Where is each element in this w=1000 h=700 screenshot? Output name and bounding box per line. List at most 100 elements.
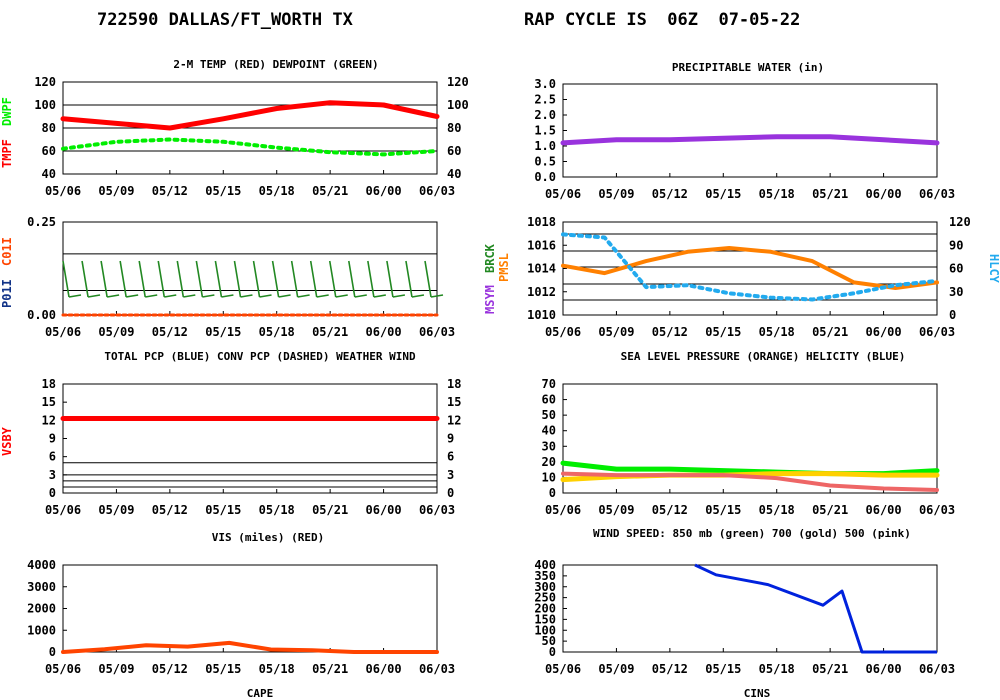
cins-xtick-label: 05/12 bbox=[652, 662, 688, 676]
wind-barb-flag bbox=[126, 294, 139, 298]
c01i-label: C01I bbox=[0, 237, 14, 266]
cape-xtick-label: 05/18 bbox=[259, 662, 295, 676]
cins-ytick-label: 350 bbox=[534, 569, 556, 583]
temp-xtick-label: 05/21 bbox=[312, 184, 348, 198]
precip-xtick-label: 06/03 bbox=[419, 325, 455, 339]
vsby-ytick-right-label: 0 bbox=[447, 486, 454, 500]
temp-ytick-right-label: 100 bbox=[447, 98, 469, 112]
wind-barb bbox=[62, 260, 82, 298]
cape-ytick-label: 1000 bbox=[27, 623, 56, 637]
wind-barb bbox=[214, 260, 234, 298]
vsby-xtick-label: 05/09 bbox=[98, 503, 134, 517]
pw-xtick-label: 06/00 bbox=[866, 187, 902, 201]
wind-barb bbox=[81, 260, 101, 298]
wind-barb-staff bbox=[81, 260, 89, 298]
dwpf-line bbox=[61, 137, 439, 157]
wind-barb-staff bbox=[233, 260, 242, 298]
wind-barb-flag bbox=[411, 294, 425, 298]
wind-barb-staff bbox=[328, 260, 337, 298]
vsby-ytick-label: 15 bbox=[42, 395, 56, 409]
wind-barb bbox=[233, 260, 253, 298]
cape-xtick-label: 06/00 bbox=[366, 662, 402, 676]
wind-barb-staff bbox=[290, 260, 299, 298]
temp-ytick-label: 60 bbox=[42, 144, 56, 158]
hlcy-line bbox=[561, 232, 939, 302]
vsby-label: VSBY bbox=[0, 426, 14, 456]
wind-ytick-label: 40 bbox=[542, 424, 556, 438]
slp-xtick-label: 05/09 bbox=[598, 325, 634, 339]
wind-barb bbox=[157, 260, 177, 298]
vsby-ytick-right-label: 3 bbox=[447, 468, 454, 482]
pw-xtick-label: 05/15 bbox=[705, 187, 741, 201]
slp-xtick-label: 05/18 bbox=[759, 325, 795, 339]
wind-xtick-label: 05/06 bbox=[545, 503, 581, 517]
slp-xtick-label: 05/21 bbox=[812, 325, 848, 339]
vsby-ytick-right-label: 12 bbox=[447, 413, 461, 427]
vsby-xtick-label: 05/15 bbox=[205, 503, 241, 517]
pw-ytick-label: 2.0 bbox=[534, 108, 556, 122]
cape-ytick-label: 3000 bbox=[27, 580, 56, 594]
wind-barb-flag bbox=[145, 294, 158, 298]
temp-ytick-label: 80 bbox=[42, 121, 56, 135]
wind-barb-flag bbox=[68, 294, 82, 298]
slp-ytick-label: 1014 bbox=[527, 262, 556, 276]
p01i-label: P01I bbox=[0, 279, 14, 308]
temp-xtick-label: 06/03 bbox=[419, 184, 455, 198]
wind-barb-flag bbox=[373, 294, 386, 298]
temp-xtick-label: 05/12 bbox=[152, 184, 188, 198]
cins-xtick-label: 05/09 bbox=[598, 662, 634, 676]
temp-xtick-label: 05/06 bbox=[45, 184, 81, 198]
pw-ytick-label: 0.5 bbox=[534, 155, 556, 169]
slp-ytick-right-label: 90 bbox=[949, 238, 963, 252]
cins-ytick-label: 250 bbox=[534, 591, 556, 605]
precip-ytick-label: 0.00 bbox=[27, 308, 56, 322]
vsby-ytick-right-label: 18 bbox=[447, 377, 461, 391]
msym-label: MSYM bbox=[483, 285, 497, 314]
wind-xtick-label: 05/21 bbox=[812, 503, 848, 517]
vsby-ytick-right-label: 9 bbox=[447, 432, 454, 446]
cins-xtick-label: 05/18 bbox=[759, 662, 795, 676]
wind-xtick-label: 05/09 bbox=[598, 503, 634, 517]
vsby-xtick-label: 06/03 bbox=[419, 503, 455, 517]
cins-xtick-label: 05/21 bbox=[812, 662, 848, 676]
cape-ytick-label: 0 bbox=[49, 645, 56, 659]
wind-barb bbox=[348, 260, 367, 298]
wind-ytick-label: 30 bbox=[542, 439, 556, 453]
wind-barb-flag bbox=[354, 294, 367, 298]
wind-frame bbox=[562, 383, 938, 494]
precip-ylabels: P01I C01I bbox=[0, 237, 14, 308]
wind-barb-staff bbox=[119, 260, 127, 298]
wind-barb bbox=[176, 260, 196, 298]
pw-xtick-label: 05/21 bbox=[812, 187, 848, 201]
cins-ytick-label: 200 bbox=[534, 602, 556, 616]
temp-ytick-right-label: 120 bbox=[447, 75, 469, 89]
wind-barb bbox=[290, 260, 310, 298]
wind-ytick-label: 60 bbox=[542, 393, 556, 407]
precip-xtick-label: 05/21 bbox=[312, 325, 348, 339]
pw-ytick-label: 2.5 bbox=[534, 93, 556, 107]
vsby-ytick-right-label: 6 bbox=[447, 450, 454, 464]
pw-ytick-label: 1.0 bbox=[534, 139, 556, 153]
wind-barb-staff bbox=[367, 260, 375, 298]
wind-barb bbox=[405, 260, 425, 298]
pw-xtick-label: 05/12 bbox=[652, 187, 688, 201]
wind-barb-staff bbox=[62, 260, 70, 298]
precip-xtick-label: 05/06 bbox=[45, 325, 81, 339]
wind-barb-staff bbox=[195, 260, 204, 298]
slp-ylabels-b: PMSL bbox=[497, 253, 511, 282]
wind-barb bbox=[328, 260, 348, 298]
slp-xtick-label: 05/06 bbox=[545, 325, 581, 339]
wind-barb-flag bbox=[106, 294, 120, 298]
cins-frame bbox=[562, 564, 938, 653]
slp-xtick-label: 05/15 bbox=[705, 325, 741, 339]
precip-xtick-label: 05/15 bbox=[205, 325, 241, 339]
wind-barb-staff bbox=[271, 260, 280, 298]
wind-barb-flag bbox=[316, 294, 329, 298]
wind-xtick-label: 05/15 bbox=[705, 503, 741, 517]
vsby-xtick-label: 05/12 bbox=[152, 503, 188, 517]
vsby-ytick-label: 9 bbox=[49, 432, 56, 446]
cape-xtick-label: 05/09 bbox=[98, 662, 134, 676]
temp-xtick-label: 05/15 bbox=[205, 184, 241, 198]
wind-ytick-label: 10 bbox=[542, 470, 556, 484]
